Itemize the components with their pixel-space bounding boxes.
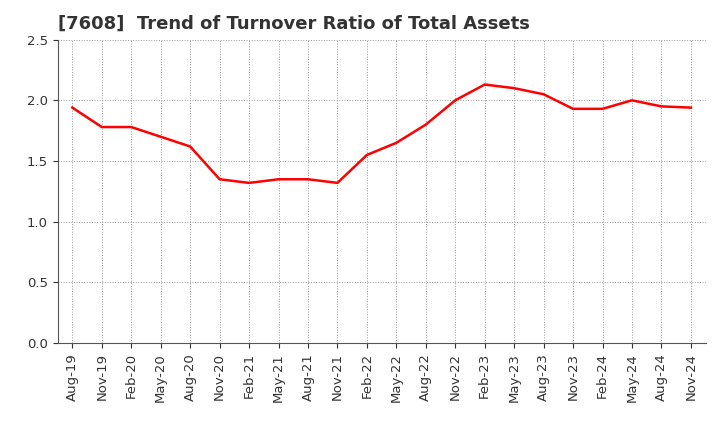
Text: [7608]  Trend of Turnover Ratio of Total Assets: [7608] Trend of Turnover Ratio of Total … [58,15,529,33]
